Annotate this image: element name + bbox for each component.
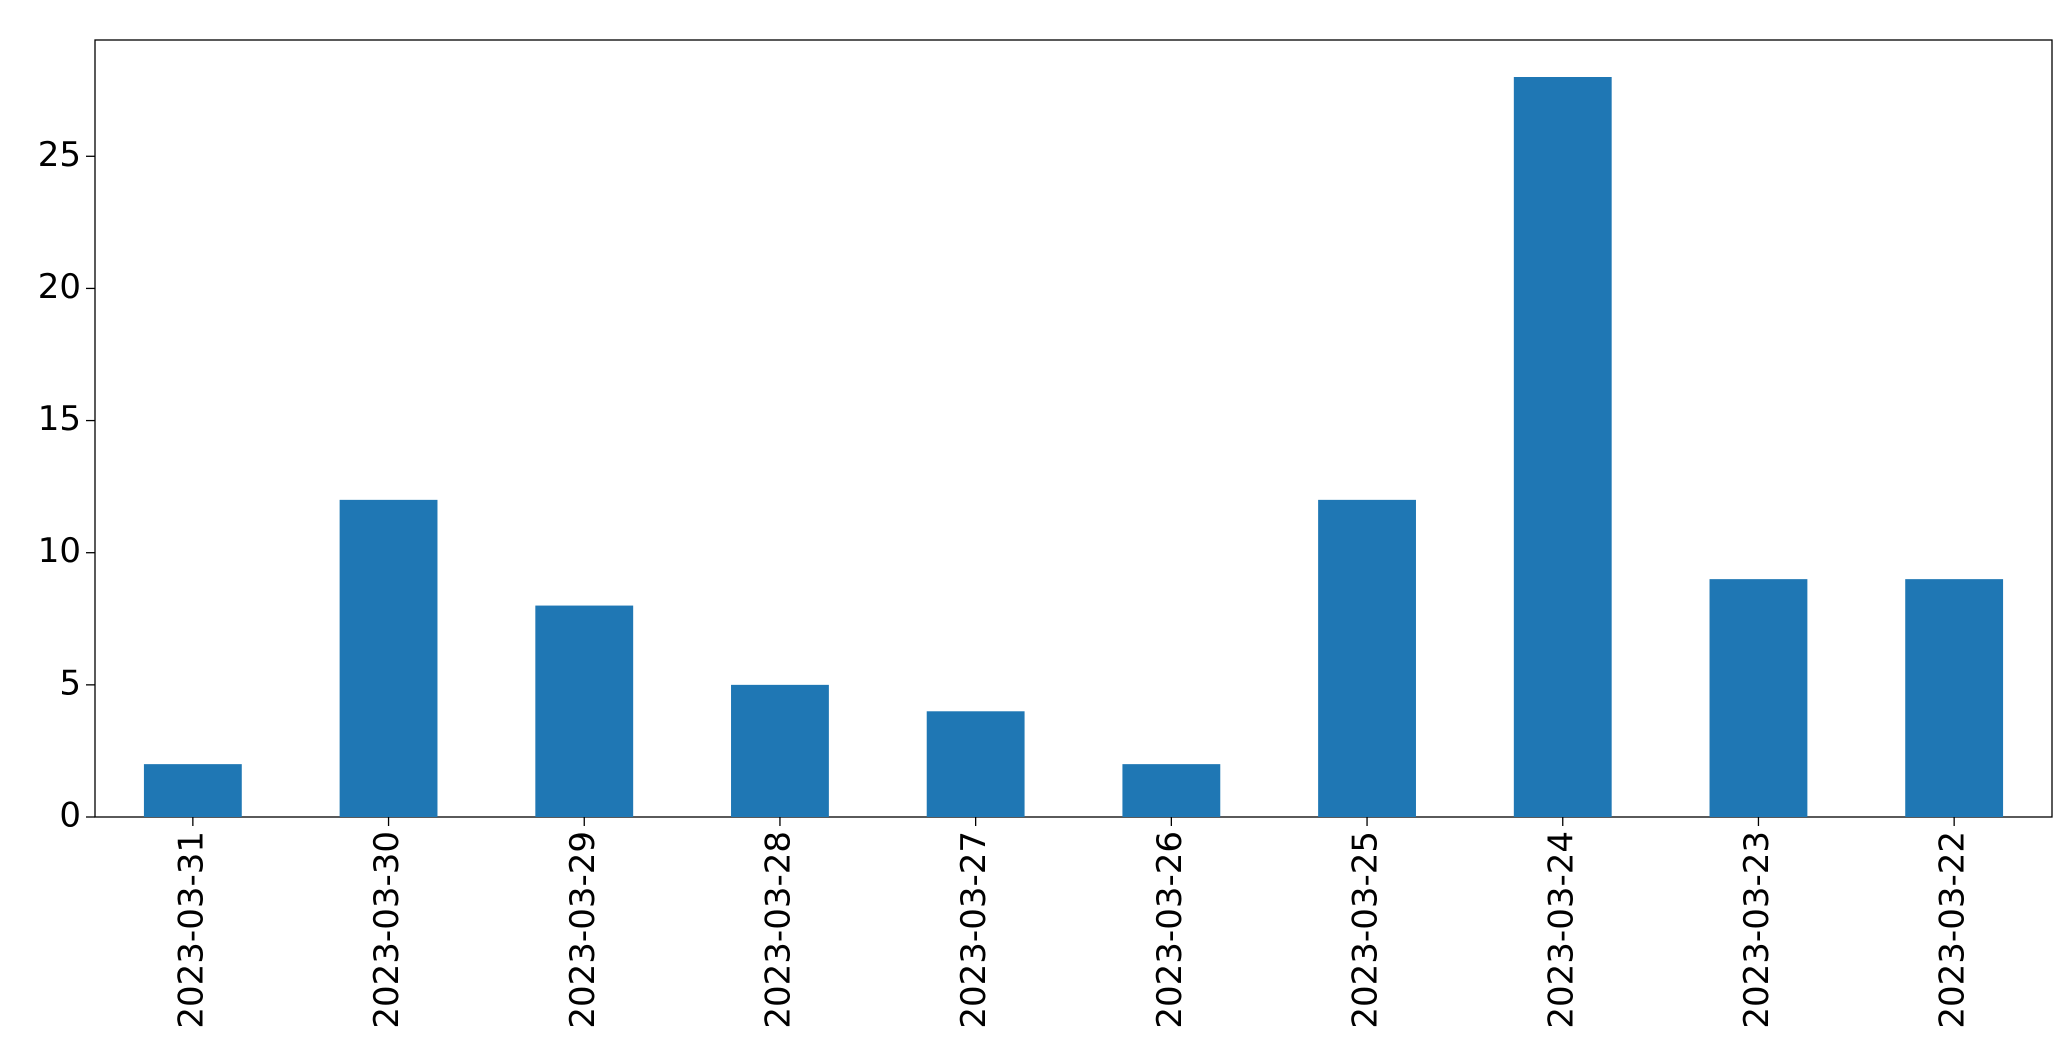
y-tick-label: 5 xyxy=(59,663,81,703)
x-tick-label: 2023-03-25 xyxy=(1346,831,1386,1029)
bar xyxy=(731,684,829,817)
x-tick-label: 2023-03-31 xyxy=(171,831,211,1029)
bar xyxy=(143,764,242,817)
bar xyxy=(926,711,1025,817)
y-tick-label: 20 xyxy=(38,267,81,307)
x-tick-label: 2023-03-28 xyxy=(758,831,798,1029)
x-tick-label: 2023-03-30 xyxy=(367,831,407,1029)
y-tick-label: 15 xyxy=(38,399,81,439)
bar xyxy=(339,499,438,817)
x-tick-label: 2023-03-24 xyxy=(1541,831,1581,1029)
x-tick-label: 2023-03-27 xyxy=(954,831,994,1029)
bar xyxy=(1513,77,1612,817)
y-tick-label: 10 xyxy=(38,531,81,571)
bar xyxy=(1318,499,1416,817)
x-tick-label: 2023-03-29 xyxy=(563,831,603,1029)
x-tick-label: 2023-03-26 xyxy=(1150,831,1190,1029)
bar xyxy=(1905,579,2004,817)
y-tick-label: 25 xyxy=(38,135,81,175)
y-tick-label: 0 xyxy=(59,796,81,836)
bar xyxy=(535,605,634,817)
bar xyxy=(1122,764,1221,817)
plot-frame xyxy=(94,39,2053,818)
bar xyxy=(1709,579,1808,817)
x-tick-label: 2023-03-23 xyxy=(1737,831,1777,1029)
x-tick-label: 2023-03-22 xyxy=(1933,831,1973,1029)
